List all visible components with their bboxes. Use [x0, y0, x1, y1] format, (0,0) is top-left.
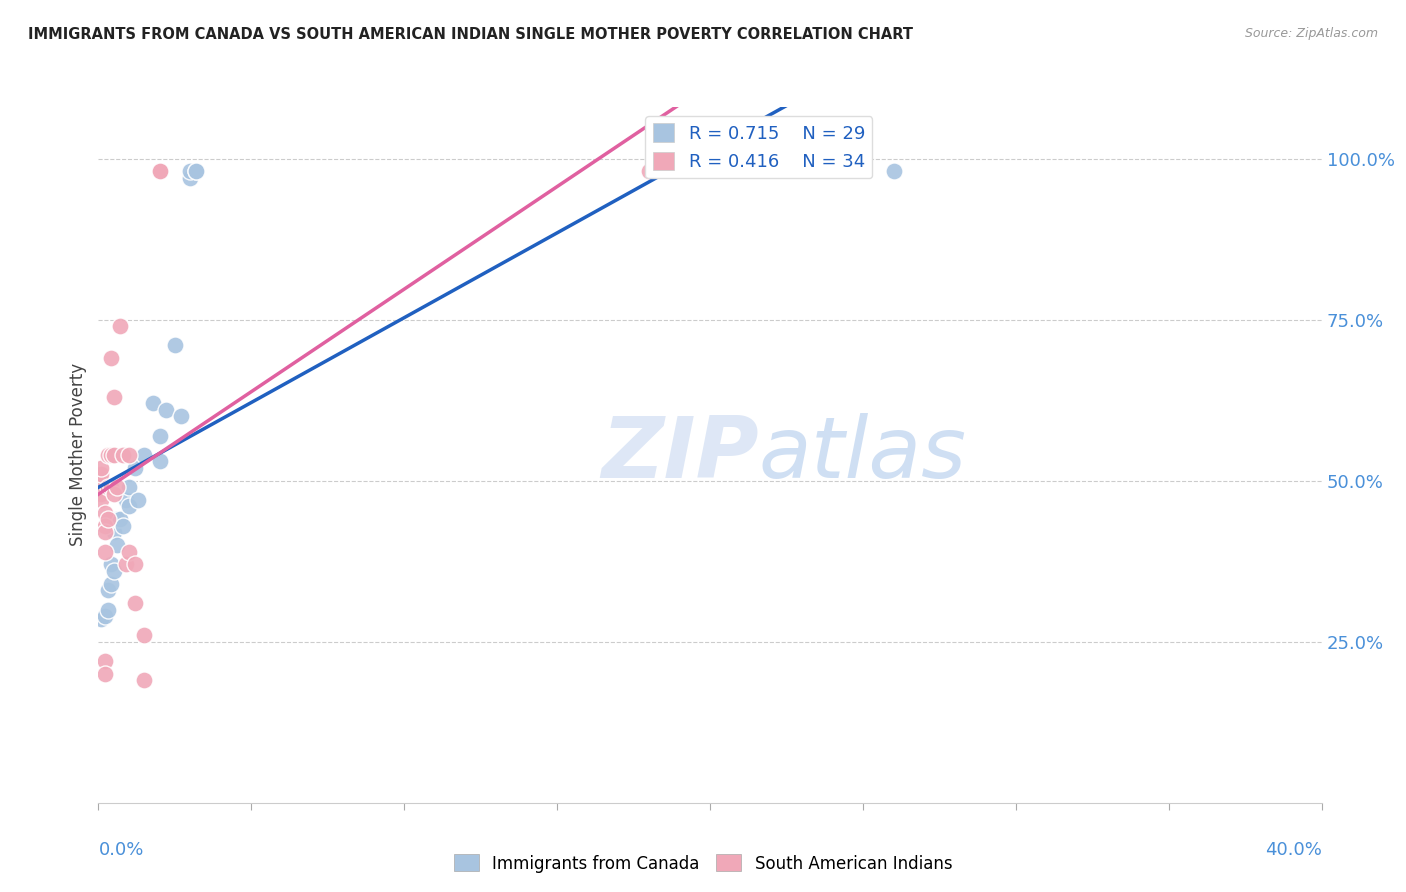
Text: ZIP: ZIP [602, 413, 759, 497]
Point [186, 164, 208, 178]
Point [149, 164, 172, 178]
Point [142, 396, 165, 410]
Point [105, 538, 128, 552]
Point [108, 512, 131, 526]
Point [134, 628, 156, 642]
Point [163, 338, 186, 352]
Point [100, 448, 122, 462]
Point [118, 480, 141, 494]
Point [149, 164, 172, 178]
Point [179, 164, 201, 178]
Point [186, 164, 208, 178]
Point [149, 454, 172, 468]
Legend: Immigrants from Canada, South American Indians: Immigrants from Canada, South American I… [447, 847, 959, 880]
Point [103, 564, 125, 578]
Point [97, 583, 120, 598]
Legend: R = 0.715    N = 29, R = 0.416    N = 34: R = 0.715 N = 29, R = 0.416 N = 34 [645, 116, 872, 178]
Point [90, 474, 112, 488]
Point [118, 448, 141, 462]
Point [118, 500, 141, 514]
Point [90, 467, 112, 482]
Point [93, 667, 115, 681]
Point [637, 164, 661, 178]
Point [93, 654, 115, 668]
Point [93, 525, 115, 540]
Point [149, 428, 172, 442]
Point [100, 351, 122, 366]
Point [97, 512, 120, 526]
Point [100, 480, 122, 494]
Point [118, 544, 141, 558]
Text: 0.0%: 0.0% [98, 841, 143, 859]
Point [103, 448, 125, 462]
Point [103, 486, 125, 500]
Point [127, 493, 149, 508]
Text: atlas: atlas [759, 413, 967, 497]
Point [97, 602, 120, 616]
Point [97, 480, 120, 494]
Point [124, 558, 146, 572]
Point [100, 576, 122, 591]
Point [134, 448, 156, 462]
Point [149, 164, 172, 178]
Point [170, 409, 193, 424]
Point [108, 319, 131, 334]
Point [90, 486, 112, 500]
Point [105, 512, 128, 526]
Text: Source: ZipAtlas.com: Source: ZipAtlas.com [1244, 27, 1378, 40]
Point [90, 612, 112, 626]
Point [93, 518, 115, 533]
Point [90, 493, 112, 508]
Point [179, 170, 201, 185]
Point [124, 596, 146, 610]
Point [111, 448, 134, 462]
Point [100, 558, 122, 572]
Point [93, 609, 115, 624]
Point [134, 673, 156, 688]
Point [103, 390, 125, 404]
Point [115, 493, 138, 508]
Point [90, 460, 112, 475]
Point [883, 164, 905, 178]
Point [93, 544, 115, 558]
Point [103, 525, 125, 540]
Point [97, 448, 120, 462]
Text: 40.0%: 40.0% [1265, 841, 1322, 859]
Point [111, 518, 134, 533]
Point [124, 460, 146, 475]
Point [105, 480, 128, 494]
Text: IMMIGRANTS FROM CANADA VS SOUTH AMERICAN INDIAN SINGLE MOTHER POVERTY CORRELATIO: IMMIGRANTS FROM CANADA VS SOUTH AMERICAN… [28, 27, 912, 42]
Point [115, 558, 138, 572]
Point [93, 506, 115, 520]
Point [155, 402, 177, 417]
Y-axis label: Single Mother Poverty: Single Mother Poverty [69, 363, 87, 547]
